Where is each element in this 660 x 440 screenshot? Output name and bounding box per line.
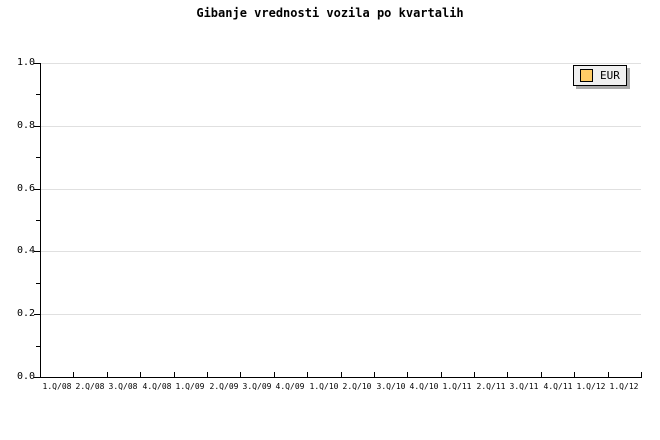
- x-axis-tick-label: 4.Q/09: [275, 382, 305, 391]
- x-axis-tick: [441, 372, 442, 377]
- x-axis-tick-label: 1.Q/08: [42, 382, 72, 391]
- plot-area: [40, 63, 642, 378]
- x-axis-tick-label: 2.Q/10: [342, 382, 372, 391]
- y-axis-minor-tick: [36, 283, 40, 284]
- y-axis-tick-label: 0.2: [16, 308, 35, 319]
- legend-swatch-eur: [580, 69, 593, 82]
- gridline: [41, 251, 641, 252]
- x-axis-tick: [207, 372, 208, 377]
- gridline: [41, 126, 641, 127]
- y-axis-major-tick: [34, 314, 40, 315]
- x-axis-tick: [507, 372, 508, 377]
- y-axis-tick-label: 0.6: [16, 183, 35, 194]
- x-axis-tick-label: 4.Q/10: [409, 382, 439, 391]
- x-axis-tick: [341, 372, 342, 377]
- chart-title: Gibanje vrednosti vozila po kvartalih: [196, 6, 464, 20]
- x-axis-tick: [274, 372, 275, 377]
- x-axis-tick-label: 2.Q/08: [75, 382, 105, 391]
- legend-label-eur: EUR: [600, 69, 620, 82]
- x-axis-tick: [174, 372, 175, 377]
- x-axis-tick-label: 2.Q/11: [476, 382, 506, 391]
- x-axis-tick-label: 3.Q/09: [242, 382, 272, 391]
- x-axis-tick-label: 2.Q/09: [209, 382, 239, 391]
- x-axis-tick: [240, 372, 241, 377]
- y-axis-major-tick: [34, 377, 40, 378]
- y-axis-major-tick: [34, 189, 40, 190]
- gridline: [41, 63, 641, 64]
- gridline: [41, 189, 641, 190]
- y-axis-tick-label: 0.0: [16, 371, 35, 382]
- legend: EUR: [573, 65, 627, 86]
- x-axis-tick: [374, 372, 375, 377]
- y-axis-tick-label: 0.4: [16, 245, 35, 256]
- y-axis-minor-tick: [36, 220, 40, 221]
- x-axis-tick: [73, 372, 74, 377]
- x-axis-tick: [641, 372, 642, 377]
- y-axis-tick-label: 0.8: [16, 120, 35, 131]
- x-axis-tick-label: 4.Q/11: [543, 382, 573, 391]
- x-axis-tick: [608, 372, 609, 377]
- x-axis-tick-label: 1.Q/09: [175, 382, 205, 391]
- x-axis-tick: [107, 372, 108, 377]
- x-axis-tick: [541, 372, 542, 377]
- x-axis-tick: [307, 372, 308, 377]
- y-axis-major-tick: [34, 126, 40, 127]
- x-axis-tick: [574, 372, 575, 377]
- gridline: [41, 314, 641, 315]
- x-axis-tick-label: 1.Q/11: [442, 382, 472, 391]
- x-axis-tick: [140, 372, 141, 377]
- y-axis-minor-tick: [36, 94, 40, 95]
- x-axis-tick-label: 4.Q/08: [142, 382, 172, 391]
- x-axis-tick-label: 3.Q/10: [376, 382, 406, 391]
- x-axis-tick: [407, 372, 408, 377]
- x-axis-tick-label: 1.Q/12: [576, 382, 606, 391]
- x-axis-tick-label: 3.Q/11: [509, 382, 539, 391]
- y-axis-major-tick: [34, 251, 40, 252]
- y-axis-minor-tick: [36, 157, 40, 158]
- x-axis-tick-label: 1.Q/12: [609, 382, 639, 391]
- y-axis-minor-tick: [36, 346, 40, 347]
- x-axis-tick: [474, 372, 475, 377]
- x-axis-tick-label: 3.Q/08: [108, 382, 138, 391]
- x-axis-tick-label: 1.Q/10: [309, 382, 339, 391]
- y-axis-major-tick: [34, 63, 40, 64]
- y-axis-tick-label: 1.0: [16, 57, 35, 68]
